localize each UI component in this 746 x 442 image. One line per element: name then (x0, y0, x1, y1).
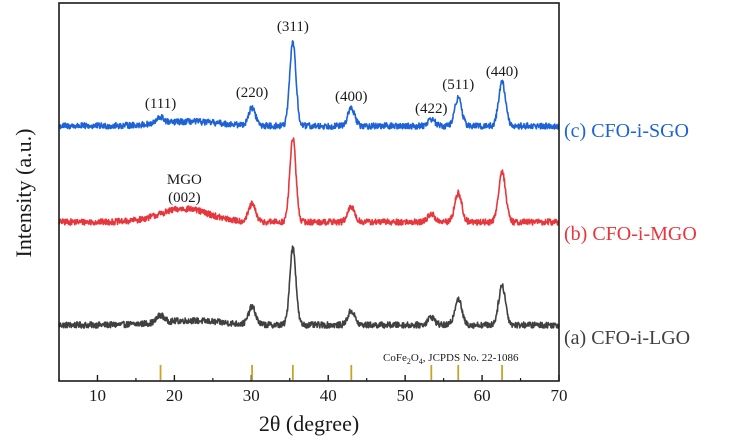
mgo-annotation-line1: MGO (167, 172, 202, 188)
reference-label-sub1: 2 (407, 357, 411, 366)
series-label-b: (b) CFO-i-MGO (564, 223, 697, 245)
series-line-c (58, 40, 560, 130)
x-axis-title: 2θ (degree) (259, 411, 359, 436)
x-tick-label: 10 (89, 386, 106, 405)
x-tick-label: 70 (551, 386, 568, 405)
peak-label: (400) (335, 89, 368, 105)
mgo-annotation-line2: (002) (168, 190, 201, 206)
series-label-c: (c) CFO-i-SGO (564, 120, 689, 142)
x-tick-label: 40 (320, 386, 337, 405)
reference-label-tail: , JCPDS No. 22-1086 (423, 352, 519, 364)
reference-label-mid: O (411, 352, 419, 364)
reference-label-main: CoFe (383, 352, 407, 364)
peak-label: (511) (442, 77, 474, 93)
peak-label: (422) (415, 101, 448, 117)
reference-label-sub2: 4 (419, 357, 423, 366)
peak-label: (311) (277, 19, 309, 35)
x-tick-label: 30 (243, 386, 260, 405)
series-line-a (58, 245, 560, 329)
series-line-b (58, 137, 560, 226)
peak-label: (111) (145, 96, 176, 112)
x-tick-label: 20 (166, 386, 183, 405)
y-axis-title: Intensity (a.u.) (11, 129, 36, 258)
peak-label: (220) (236, 85, 269, 101)
x-tick-label: 50 (397, 386, 414, 405)
peak-label: (440) (486, 64, 519, 80)
plot-frame (58, 2, 560, 382)
series-label-a: (a) CFO-i-LGO (564, 327, 690, 349)
reference-label: CoFe2O4, JCPDS No. 22-1086 (383, 352, 519, 366)
x-tick-label: 60 (474, 386, 491, 405)
